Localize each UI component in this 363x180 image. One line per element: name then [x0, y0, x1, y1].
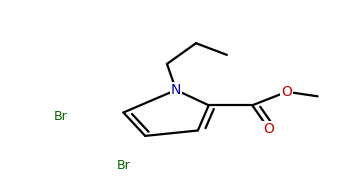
Text: O: O: [281, 85, 292, 99]
Text: O: O: [263, 122, 274, 136]
Text: N: N: [171, 83, 181, 97]
Text: Br: Br: [117, 159, 130, 172]
Text: Br: Br: [53, 110, 67, 123]
